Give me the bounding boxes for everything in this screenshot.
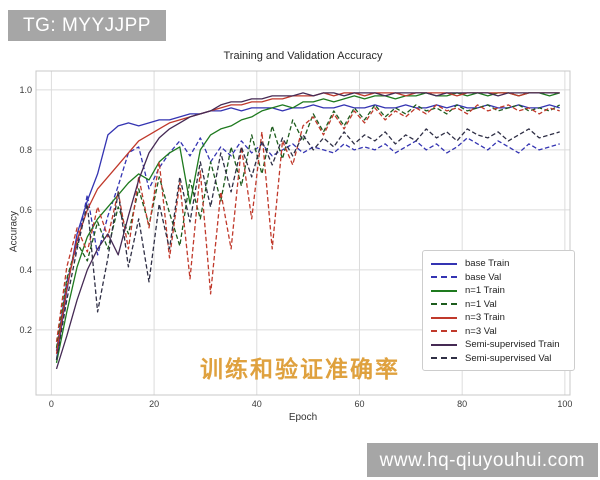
legend-line-swatch xyxy=(431,330,457,333)
legend-item-n-1-train: n=1 Train xyxy=(431,284,566,298)
legend-label: base Train xyxy=(465,258,510,270)
legend-label: Semi-supervised Train xyxy=(465,339,560,351)
legend-label: n=1 Val xyxy=(465,298,497,310)
legend-item-base-train: base Train xyxy=(431,257,566,271)
legend-line-swatch xyxy=(431,316,457,319)
legend-label: n=3 Train xyxy=(465,312,505,324)
x-axis-label: Epoch xyxy=(288,412,318,423)
x-tick-40: 40 xyxy=(251,399,262,409)
x-tick-20: 20 xyxy=(149,399,160,409)
series-n-1-val xyxy=(55,104,561,348)
legend: base Train base Val n=1 Train n=1 Val n=3 Tr… xyxy=(422,250,575,371)
y-tick-0.6: 0.6 xyxy=(19,204,32,215)
series-base-val xyxy=(55,137,560,351)
legend-line-swatch xyxy=(431,262,457,265)
x-tick-60: 60 xyxy=(354,399,365,409)
legend-item-n-3-val: n=3 Val xyxy=(431,325,566,339)
legend-label: n=3 Val xyxy=(465,325,497,337)
legend-line-swatch xyxy=(431,343,457,346)
plot-frame xyxy=(35,70,571,396)
y-tick-0.4: 0.4 xyxy=(19,264,32,275)
legend-item-base-val: base Val xyxy=(431,271,566,285)
x-tick-100: 100 xyxy=(557,399,573,409)
series-semi-supervised-train xyxy=(55,92,560,370)
telegram-watermark-text: TG: MYYJJPP xyxy=(23,15,151,36)
y-tick-0.2: 0.2 xyxy=(19,324,32,335)
chinese-caption-watermark: 训练和验证准确率 xyxy=(200,356,400,382)
website-watermark-badge: www.hq-qiuyouhui.com xyxy=(366,443,598,477)
legend-line-swatch xyxy=(431,303,457,306)
series-semi-supervised-val xyxy=(55,128,560,361)
accuracy-chart: Training and Validation Accuracy Accurac… xyxy=(0,44,600,436)
legend-item-n-3-train: n=3 Train xyxy=(431,311,566,325)
y-tick-1.0: 1.0 xyxy=(19,84,32,95)
plot-canvas xyxy=(35,70,571,396)
y-tick-0.8: 0.8 xyxy=(19,144,32,155)
legend-line-swatch xyxy=(431,289,457,292)
legend-item-semi-supervised-val: Semi-supervised Val xyxy=(431,352,566,366)
legend-item-n-1-val: n=1 Val xyxy=(431,298,566,312)
legend-item-semi-supervised-train: Semi-supervised Train xyxy=(431,338,566,352)
legend-label: base Val xyxy=(465,271,502,283)
legend-label: Semi-supervised Val xyxy=(465,352,552,364)
telegram-watermark-badge: TG: MYYJJPP xyxy=(8,10,166,41)
chart-title: Training and Validation Accuracy xyxy=(223,50,383,62)
legend-line-swatch xyxy=(431,357,457,360)
x-tick-0: 0 xyxy=(48,399,54,409)
legend-label: n=1 Train xyxy=(465,285,505,297)
x-tick-80: 80 xyxy=(457,399,468,409)
legend-line-swatch xyxy=(431,276,457,279)
series-n-3-val xyxy=(55,104,560,342)
website-watermark-text: www.hq-qiuyouhui.com xyxy=(379,449,585,471)
